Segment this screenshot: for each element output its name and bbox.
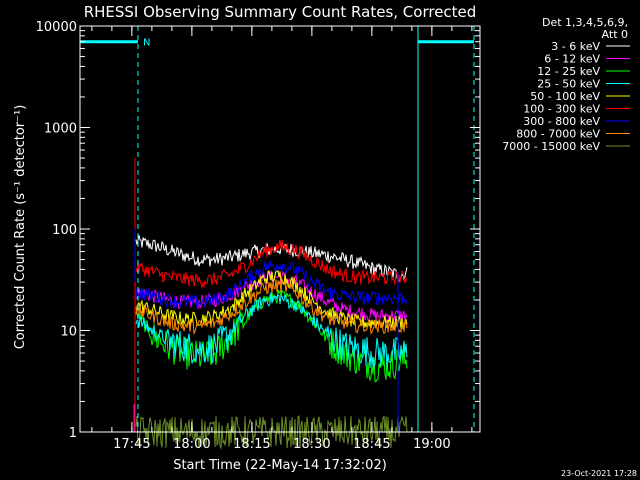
x-tick-label: 18:45: [353, 437, 390, 452]
legend-label: 3 - 6 keV: [551, 40, 600, 53]
chart-title: RHESSI Observing Summary Count Rates, Co…: [84, 3, 477, 21]
y-tick-label: 10: [60, 325, 77, 340]
legend-label: 50 - 100 keV: [530, 90, 600, 103]
legend-header-line: Det 1,3,4,5,6,9,: [542, 16, 628, 29]
plot-markers: N: [79, 26, 475, 432]
series-line-7: [135, 259, 408, 310]
legend-label: 100 - 300 keV: [523, 103, 600, 116]
x-tick-label: 18:30: [293, 437, 330, 452]
y-tick-label: 1: [69, 426, 77, 441]
x-tick-label: 17:45: [113, 437, 150, 452]
marker-n-label: N: [143, 38, 150, 49]
legend-label: 7000 - 15000 keV: [502, 140, 600, 153]
series-line-4: [135, 292, 408, 369]
y-axis-label: Corrected Count Rate (s⁻¹ detector⁻¹): [13, 105, 28, 350]
legend-header-line: Att 0: [602, 28, 628, 41]
legend-label: 12 - 25 keV: [537, 65, 600, 78]
series-line-8: [135, 279, 408, 336]
footer-timestamp: 23-Oct-2021 17:28: [561, 469, 637, 478]
legend-label: 300 - 800 keV: [523, 115, 600, 128]
y-tick-label: 1000: [44, 122, 77, 137]
legend-header: Det 1,3,4,5,6,9,Att 0: [542, 16, 628, 41]
series-line-6: [135, 239, 408, 290]
axes: 1 10 100 1000 10000 17:45 18:00 18:15 18:30 18:45…: [36, 20, 481, 452]
x-tick-label: 18:15: [233, 437, 270, 452]
y-tick-label: 100: [52, 223, 77, 238]
x-axis-label: Start Time (22-May-14 17:32:02): [173, 458, 387, 473]
x-tick-label: 18:00: [173, 437, 210, 452]
y-tick-label: 10000: [36, 20, 77, 35]
legend-label: 6 - 12 keV: [544, 53, 600, 66]
legend-label: 25 - 50 keV: [537, 78, 600, 91]
x-tick-label: 19:00: [413, 437, 450, 452]
legend-label: 800 - 7000 keV: [516, 128, 600, 141]
